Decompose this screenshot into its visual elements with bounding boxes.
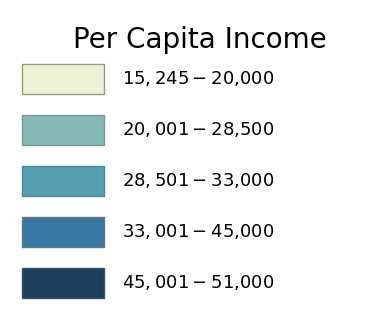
Bar [22, 166, 104, 196]
Text: $33,001 - $45,000: $33,001 - $45,000 [122, 222, 274, 241]
Text: Per Capita Income: Per Capita Income [73, 26, 327, 54]
Bar [22, 268, 104, 298]
Text: $20,001 - $28,500: $20,001 - $28,500 [122, 120, 274, 139]
Bar [22, 64, 104, 94]
Text: $28,501 - $33,000: $28,501 - $33,000 [122, 171, 274, 190]
Text: $45,001 - $51,000: $45,001 - $51,000 [122, 273, 274, 292]
Bar [22, 115, 104, 145]
Bar [22, 217, 104, 247]
Text: $15,245 - $20,000: $15,245 - $20,000 [122, 69, 274, 89]
